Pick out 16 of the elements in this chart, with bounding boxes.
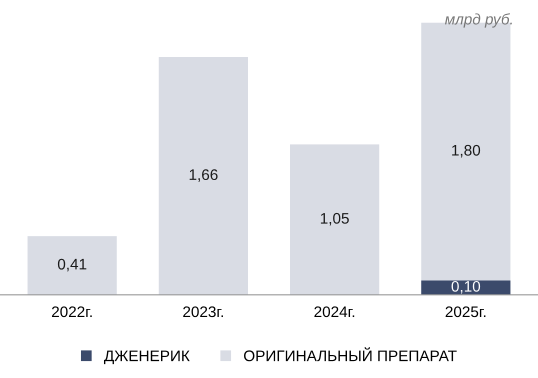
bar (28, 236, 117, 295)
data-label: 0,41 (58, 258, 86, 272)
x-tick-label: 2022г. (52, 306, 92, 318)
data-label: 1,66 (190, 169, 218, 182)
data-label: 0,10 (452, 280, 480, 294)
data-label: 1,80 (452, 144, 480, 158)
annotation: млрд руб. (444, 13, 512, 28)
x-tick-label: 2023г. (183, 306, 223, 318)
bar (158, 57, 248, 295)
bar (290, 144, 380, 295)
legend-label: ДЖЕНЕРИК (104, 350, 190, 364)
legend-label: ОРИГИНАЛЬНЫЙ ПРЕПАРАТ (244, 347, 457, 362)
x-tick-label: 2024г. (314, 306, 354, 318)
x-tick-label: 2025г. (446, 306, 486, 318)
data-label: 1,05 (320, 212, 349, 226)
bar (421, 280, 510, 295)
